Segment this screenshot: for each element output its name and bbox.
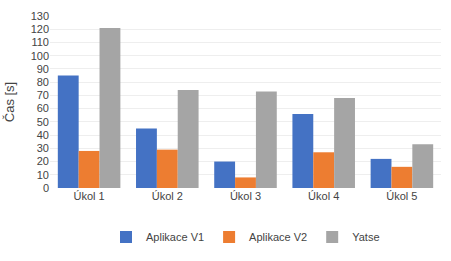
svg-text:Úkol 5: Úkol 5 (386, 190, 417, 202)
svg-text:Úkol 1: Úkol 1 (74, 190, 105, 202)
svg-text:Úkol 3: Úkol 3 (230, 190, 261, 202)
svg-text:80: 80 (37, 76, 49, 88)
svg-text:30: 30 (37, 142, 49, 154)
svg-text:20: 20 (37, 155, 49, 167)
svg-text:Aplikace V1: Aplikace V1 (146, 231, 204, 243)
svg-text:10: 10 (37, 169, 49, 181)
svg-text:60: 60 (37, 102, 49, 114)
svg-text:110: 110 (31, 36, 49, 48)
svg-text:100: 100 (31, 50, 49, 62)
svg-text:0: 0 (43, 182, 49, 194)
svg-text:Úkol 2: Úkol 2 (152, 190, 183, 202)
svg-text:Úkol 4: Úkol 4 (308, 190, 339, 202)
svg-text:70: 70 (37, 89, 49, 101)
svg-text:130: 130 (31, 10, 49, 22)
svg-text:120: 120 (31, 23, 49, 35)
svg-text:90: 90 (37, 63, 49, 75)
svg-text:40: 40 (37, 129, 49, 141)
svg-text:Yatse: Yatse (352, 231, 379, 243)
svg-text:Čas [s]: Čas [s] (2, 82, 17, 122)
svg-text:50: 50 (37, 116, 49, 128)
svg-text:Aplikace V2: Aplikace V2 (249, 231, 307, 243)
